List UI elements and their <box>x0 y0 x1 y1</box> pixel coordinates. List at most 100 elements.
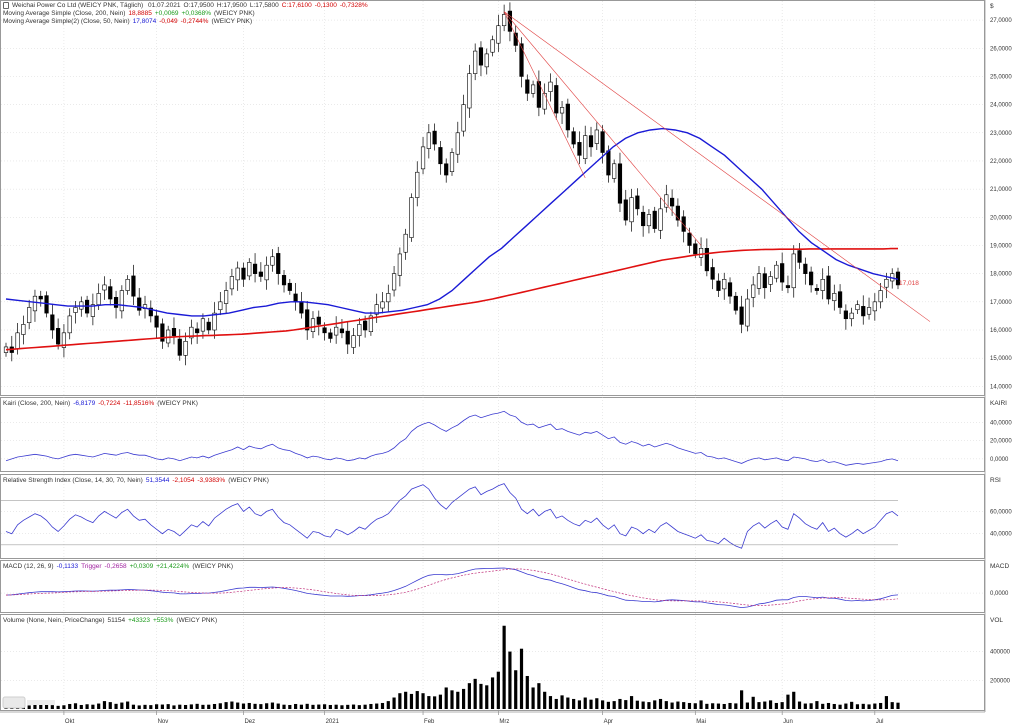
candle-body <box>803 263 808 274</box>
candle-body <box>415 171 420 198</box>
candle <box>530 80 536 98</box>
candle <box>386 284 391 312</box>
candle <box>774 260 779 283</box>
candle-body <box>212 312 217 331</box>
volume-bar <box>189 704 193 709</box>
volume-bar <box>44 704 49 709</box>
candle-body <box>56 328 61 345</box>
main-title: Weichai Power Co Ltd (WEICY PNK, Täglich… <box>12 2 144 10</box>
price-tick-label: 18,0000 <box>990 272 1012 278</box>
candle <box>681 210 686 243</box>
candle-body <box>774 264 779 279</box>
ma200-label: Moving Average Simple (Close, 200, Nein) <box>3 10 126 17</box>
ma50-change: -0,049 <box>159 18 178 25</box>
candle <box>484 48 489 75</box>
candle-body <box>785 285 791 289</box>
candle <box>797 242 802 269</box>
candle-body <box>756 273 762 289</box>
volume-bar <box>201 704 205 709</box>
candle-body <box>461 104 466 132</box>
rsi-axis-name: RSI <box>990 477 1001 484</box>
volume-change: +43323 <box>128 617 150 624</box>
kairi-line <box>5 410 899 466</box>
volume-bar <box>380 702 385 709</box>
candle <box>652 206 657 233</box>
macd-trigger: -0,2658 <box>104 563 127 570</box>
candle <box>316 310 321 336</box>
volume-bar <box>340 705 344 709</box>
macd-line <box>5 567 899 609</box>
candle <box>826 266 831 305</box>
volume-bar <box>699 700 703 709</box>
volume-bar <box>299 704 303 709</box>
volume-bar <box>317 704 321 709</box>
candle <box>641 205 646 237</box>
candle-body <box>797 250 802 263</box>
macd-value: -0,1133 <box>56 563 79 570</box>
candle <box>461 94 466 137</box>
candle <box>658 197 663 240</box>
volume-bar <box>68 703 72 709</box>
candle-body <box>849 312 854 320</box>
candle <box>843 304 848 330</box>
ma50-value: 17,8074 <box>132 18 157 25</box>
candle <box>160 318 165 349</box>
volume-bar <box>149 705 153 709</box>
candle <box>704 238 709 277</box>
volume-bar <box>711 703 715 709</box>
ma50-line <box>5 127 899 317</box>
candle-body <box>438 147 443 165</box>
ma200-title-row: Moving Average Simple (Close, 200, Nein)… <box>3 10 258 17</box>
candle <box>252 253 258 283</box>
candle-body <box>247 262 252 277</box>
volume-bar <box>879 702 883 709</box>
volume-bar <box>479 683 483 709</box>
candle <box>473 43 478 81</box>
price-chart <box>3 2 931 366</box>
price-tick-label: 26,0000 <box>990 46 1012 52</box>
candle <box>756 266 762 295</box>
ohlc-high: H:17,9500 <box>216 2 247 10</box>
candle <box>559 100 565 125</box>
volume-bar <box>844 703 848 709</box>
candle <box>131 264 136 305</box>
volume-bar <box>85 704 89 709</box>
candle-body <box>171 328 177 336</box>
candle <box>345 322 350 354</box>
time-tick-label: 2021 <box>326 719 340 725</box>
candle-body <box>641 211 646 227</box>
macd-axis-name: MACD <box>990 563 1010 570</box>
volume-bar <box>757 702 761 709</box>
volume-bar <box>363 704 367 709</box>
candle <box>328 328 333 343</box>
candle-body <box>409 197 414 238</box>
ohlc-low: L:17,5800 <box>249 2 279 10</box>
candle-body <box>525 79 530 94</box>
main-title-row: Weichai Power Co Ltd (WEICY PNK, Täglich… <box>3 2 371 9</box>
stock-icon <box>3 2 9 9</box>
volume-bar <box>131 704 136 709</box>
candle-body <box>826 275 831 300</box>
candle-body <box>646 214 652 227</box>
candle <box>583 125 588 165</box>
candle <box>768 271 773 292</box>
volume-bar <box>346 704 350 709</box>
candle <box>727 277 733 304</box>
volume-bar <box>566 697 570 709</box>
candle <box>206 317 211 335</box>
candle <box>837 284 843 314</box>
volume-bar <box>218 703 222 709</box>
price-tick-label: 23,0000 <box>990 131 1012 137</box>
candle <box>745 289 750 332</box>
kairi-ticker: (WEICY PNK) <box>157 400 198 407</box>
volume-bar <box>589 699 593 709</box>
candle-body <box>426 132 431 149</box>
volume-bar <box>126 701 130 709</box>
time-tick-label: Feb <box>424 719 435 725</box>
candle-body <box>687 232 692 246</box>
candle <box>612 159 617 183</box>
volume-bar <box>577 700 582 709</box>
candle <box>154 309 159 339</box>
candle-body <box>160 323 165 342</box>
volume-bar <box>832 703 836 709</box>
